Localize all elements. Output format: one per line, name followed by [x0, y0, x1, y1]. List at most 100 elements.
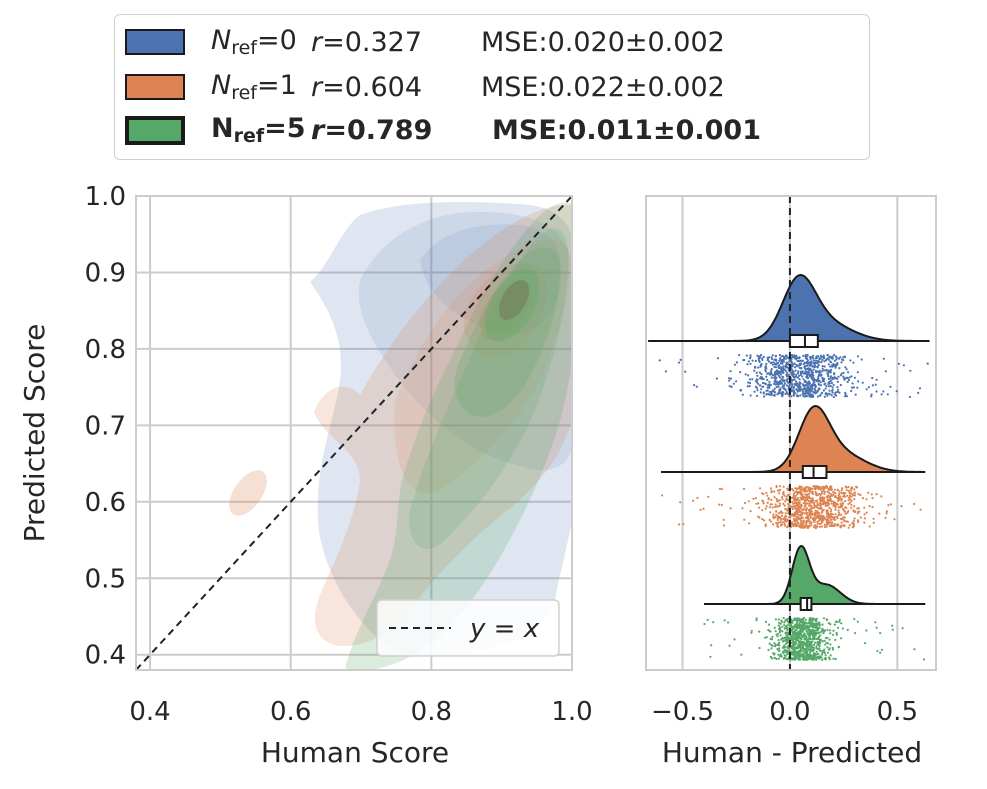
- data-point: [816, 522, 819, 525]
- data-point: [807, 622, 810, 625]
- data-point: [833, 623, 837, 626]
- data-point: [850, 506, 853, 509]
- data-point: [807, 628, 810, 631]
- data-point: [819, 384, 823, 387]
- data-point: [822, 489, 825, 492]
- data-point: [830, 502, 833, 505]
- data-point: [832, 383, 835, 386]
- data-point: [696, 496, 699, 500]
- data-point: [817, 632, 820, 635]
- data-point: [779, 485, 782, 488]
- data-point: [823, 365, 826, 368]
- data-point: [775, 362, 779, 365]
- data-point: [859, 516, 862, 519]
- data-point: [889, 503, 893, 506]
- data-point: [863, 517, 867, 520]
- data-point: [817, 488, 820, 491]
- data-point: [791, 621, 794, 624]
- data-point: [741, 507, 744, 510]
- data-point: [850, 389, 853, 393]
- data-point: [812, 395, 815, 398]
- data-point: [755, 394, 759, 397]
- data-point: [852, 509, 855, 512]
- data-point: [794, 383, 797, 386]
- data-point: [779, 521, 782, 524]
- data-point: [819, 638, 822, 641]
- data-point: [771, 374, 774, 377]
- data-point: [802, 653, 805, 657]
- data-point: [762, 385, 765, 388]
- data-point: [838, 492, 841, 495]
- data-point: [815, 494, 819, 497]
- data-point: [795, 622, 798, 625]
- data-point: [710, 644, 713, 647]
- data-point: [739, 388, 742, 392]
- data-point: [782, 485, 785, 488]
- data-point: [842, 371, 845, 374]
- data-point: [799, 370, 803, 373]
- kde-green-mid: [409, 228, 569, 549]
- data-point: [778, 499, 781, 502]
- data-point: [821, 365, 824, 368]
- data-point: [805, 640, 809, 643]
- data-point: [808, 502, 811, 505]
- y-tick-label: 0.8: [85, 335, 126, 365]
- data-point: [765, 362, 768, 365]
- data-point: [804, 370, 807, 373]
- data-point: [783, 504, 786, 507]
- data-point: [767, 623, 771, 626]
- data-point: [778, 647, 781, 650]
- data-point: [827, 385, 831, 388]
- data-point: [815, 650, 818, 653]
- data-point: [795, 382, 799, 385]
- data-point: [829, 379, 833, 382]
- data-point: [774, 516, 777, 519]
- data-point: [766, 494, 769, 497]
- data-point: [802, 502, 805, 505]
- data-point: [798, 366, 801, 369]
- data-point: [811, 626, 815, 629]
- data-point: [811, 620, 814, 623]
- data-point: [834, 364, 838, 367]
- data-point: [764, 370, 767, 373]
- y-tick-label: 0.9: [85, 258, 126, 288]
- data-point: [804, 497, 807, 500]
- data-point: [791, 383, 794, 387]
- data-point: [840, 521, 843, 524]
- data-point: [833, 516, 837, 519]
- kde-blue-mid: [358, 211, 572, 470]
- data-point: [880, 648, 884, 651]
- data-point: [817, 637, 820, 641]
- data-point: [834, 495, 837, 498]
- data-point: [845, 376, 848, 379]
- data-point: [834, 513, 837, 516]
- data-point: [848, 494, 852, 497]
- data-point: [826, 501, 830, 504]
- data-point: [770, 376, 773, 379]
- data-point: [783, 523, 786, 526]
- data-point: [658, 359, 661, 362]
- legend-swatch-blue: [125, 29, 185, 55]
- data-point: [809, 504, 812, 507]
- data-point: [809, 486, 812, 489]
- data-point: [810, 364, 813, 367]
- data-point: [853, 498, 856, 501]
- data-point: [853, 488, 856, 491]
- data-point: [798, 389, 802, 392]
- data-point: [798, 374, 801, 377]
- data-point: [798, 630, 801, 633]
- data-point: [824, 637, 828, 640]
- data-point: [820, 391, 824, 394]
- data-point: [790, 354, 793, 357]
- data-point: [837, 509, 840, 512]
- data-point: [802, 383, 805, 386]
- data-point: [805, 652, 808, 655]
- data-point: [828, 498, 831, 501]
- data-point: [800, 498, 803, 501]
- data-point: [829, 654, 832, 657]
- data-point: [826, 514, 829, 517]
- data-point: [756, 374, 759, 377]
- data-point: [816, 390, 819, 393]
- data-point: [778, 391, 781, 394]
- data-point: [919, 508, 922, 511]
